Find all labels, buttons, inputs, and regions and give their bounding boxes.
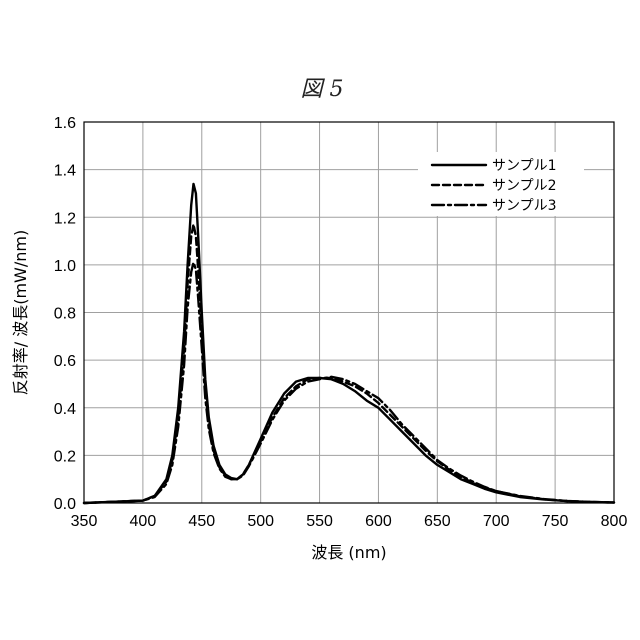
x-tick-label: 400	[130, 513, 157, 530]
figure-title: 図 5	[301, 77, 344, 102]
x-axis-label: 波長 (nm)	[311, 543, 386, 562]
legend-label-1: サンプル1	[492, 158, 557, 174]
x-tick-label: 800	[601, 513, 628, 530]
legend-label-3: サンプル3	[492, 198, 557, 214]
x-tick-label: 600	[365, 513, 392, 530]
y-tick-label: 0.0	[54, 496, 76, 513]
y-tick-label: 1.0	[54, 258, 76, 275]
y-tick-label: 0.6	[54, 353, 76, 370]
y-tick-label: 1.4	[54, 163, 76, 180]
legend-label-2: サンプル2	[492, 178, 557, 194]
y-tick-label: 0.2	[54, 448, 76, 465]
x-tick-labels: 350 400 450 500 550 600 650 700 750 800	[71, 513, 628, 530]
x-tick-label: 500	[247, 513, 274, 530]
x-tick-label: 450	[188, 513, 215, 530]
series-line-3	[84, 263, 614, 504]
y-tick-label: 0.4	[54, 401, 76, 418]
x-tick-label: 700	[483, 513, 510, 530]
y-tick-label: 1.6	[54, 115, 76, 132]
x-tick-label: 750	[542, 513, 569, 530]
x-tick-label: 650	[424, 513, 451, 530]
legend: サンプル1 サンプル2 サンプル3	[418, 152, 584, 216]
x-tick-label: 550	[306, 513, 333, 530]
y-axis-label: 反射率/ 波長(mW/nm)	[11, 230, 30, 396]
y-tick-label: 0.8	[54, 306, 76, 323]
y-tick-label: 1.2	[54, 210, 76, 227]
x-tick-label: 350	[71, 513, 98, 530]
series-line-2	[84, 224, 614, 503]
y-tick-labels: 0.0 0.2 0.4 0.6 0.8 1.0 1.2 1.4 1.6	[54, 115, 76, 513]
